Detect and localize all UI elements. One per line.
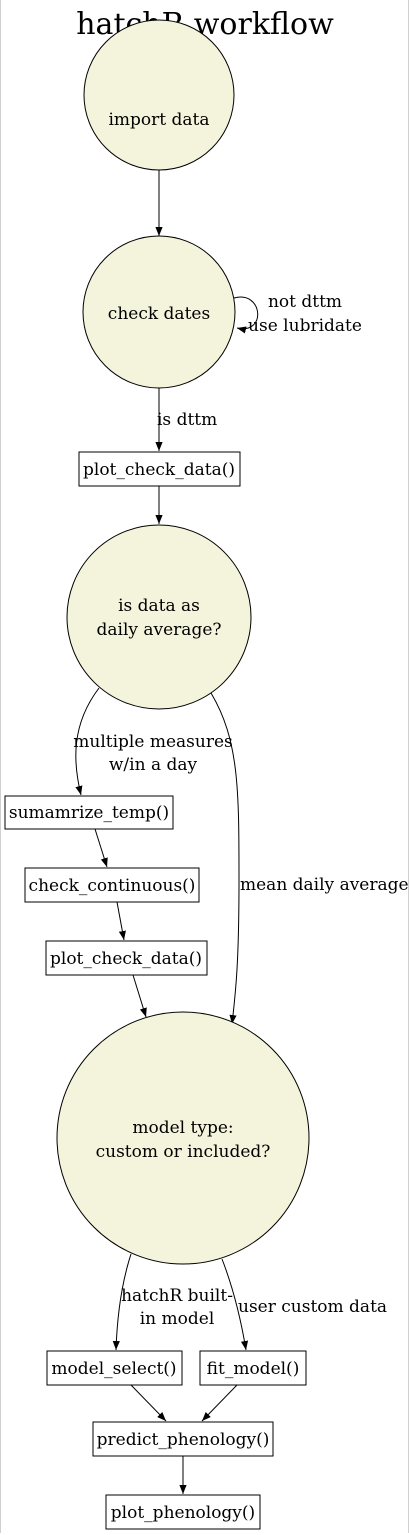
node-summarize-temp-label: sumamrize_temp() <box>9 803 169 823</box>
edge-check-dates-loop <box>233 296 259 334</box>
node-plot-check-data-1-label: plot_check_data() <box>83 460 235 480</box>
node-plot-phenology-label: plot_phenology() <box>111 1503 255 1523</box>
node-fit-model: fit_model() <box>199 1350 307 1386</box>
edge-multiple-label-1: multiple measures <box>73 732 232 752</box>
edge-continuous-to-plot2 <box>116 901 126 941</box>
edge-modeltype-to-select <box>112 1253 132 1351</box>
edge-plot2-to-modeltype <box>132 974 147 1018</box>
edge-not-dttm-label-2: use lubridate <box>248 316 362 336</box>
node-is-daily-average: is data as daily average? <box>66 524 252 710</box>
node-plot-check-data-1-box <box>78 451 241 487</box>
node-import-data-label: import data <box>108 110 209 130</box>
edge-is-dttm-label: is dttm <box>157 410 217 430</box>
node-check-continuous-label: check_continuous() <box>29 876 196 896</box>
node-fit-model-box <box>199 1350 307 1386</box>
node-predict-phenology: predict_phenology() <box>92 1421 274 1457</box>
node-check-dates-label: check dates <box>108 304 210 324</box>
node-is-daily-label-1: is data as <box>118 596 200 616</box>
edge-isdaily-to-summarize <box>75 687 100 796</box>
node-summarize-temp: sumamrize_temp() <box>4 795 174 830</box>
node-model-type-label-2: custom or included? <box>96 1142 271 1162</box>
edge-user-custom-label: user custom data <box>238 1297 387 1317</box>
node-check-continuous: check_continuous() <box>24 867 200 903</box>
node-is-daily-average-circle <box>66 524 252 710</box>
node-plot-check-data-2-box <box>45 940 208 976</box>
node-check-continuous-box <box>24 867 200 903</box>
node-plot-check-data-2: plot_check_data() <box>45 940 208 976</box>
node-import-data: import data <box>83 19 235 171</box>
edge-not-dttm-label-1: not dttm <box>268 292 342 312</box>
edge-builtin-label-2: in model <box>140 1309 215 1329</box>
edge-isdaily-to-modeltype <box>210 692 240 1025</box>
node-fit-model-label: fit_model() <box>207 1359 300 1379</box>
node-model-type-circle <box>56 1011 310 1265</box>
node-model-select: model_select() <box>46 1350 183 1386</box>
node-plot-phenology-box <box>105 1494 261 1530</box>
node-summarize-temp-box <box>4 795 174 830</box>
node-check-dates: check dates <box>82 235 236 389</box>
node-model-type: model type: custom or included? <box>56 1011 310 1265</box>
node-plot-phenology: plot_phenology() <box>105 1494 261 1530</box>
node-model-type-label-1: model type: <box>132 1118 233 1138</box>
edge-mean-daily-label: mean daily average <box>240 875 408 895</box>
node-import-data-circle <box>83 19 235 171</box>
node-model-select-label: model_select() <box>51 1359 176 1379</box>
edge-multiple-label-2: w/in a day <box>109 755 198 775</box>
node-model-select-box <box>46 1350 183 1386</box>
edge-fit-to-predict <box>201 1384 238 1422</box>
node-plot-check-data-2-label: plot_check_data() <box>50 949 202 969</box>
node-is-daily-label-2: daily average? <box>96 620 221 640</box>
node-predict-phenology-label: predict_phenology() <box>97 1430 270 1450</box>
edge-modeltype-to-fit <box>221 1258 249 1351</box>
edge-select-to-predict <box>130 1384 167 1422</box>
node-predict-phenology-box <box>92 1421 274 1457</box>
node-plot-check-data-1: plot_check_data() <box>78 451 241 487</box>
edge-summarize-to-continuous <box>94 828 108 868</box>
edge-builtin-label-1: hatchR built- <box>121 1286 233 1306</box>
